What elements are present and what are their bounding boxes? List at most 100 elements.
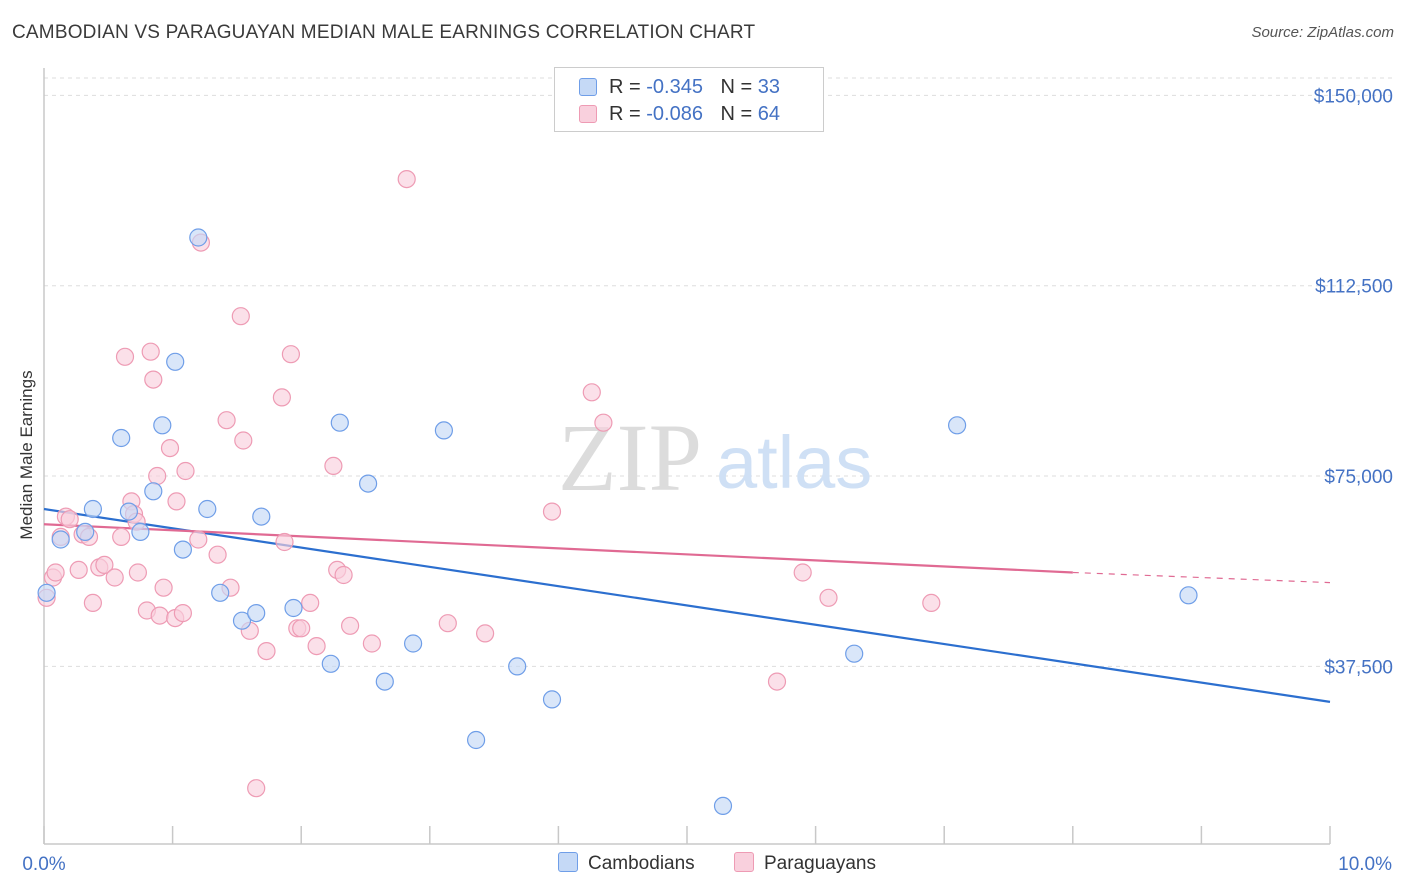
cambodian-point[interactable] xyxy=(375,672,394,691)
paraguayan-point[interactable] xyxy=(176,461,195,481)
paraguayan-point[interactable] xyxy=(141,342,160,361)
paraguayan-point[interactable] xyxy=(217,411,236,430)
paraguayan-point[interactable] xyxy=(793,563,812,582)
cambodian-point[interactable] xyxy=(119,502,138,521)
cambodian-point[interactable] xyxy=(131,522,150,542)
cambodian-point[interactable] xyxy=(508,657,527,676)
cambodian-point[interactable] xyxy=(845,644,864,663)
cambodian-point[interactable] xyxy=(173,540,192,559)
paraguayan-point[interactable] xyxy=(154,578,173,597)
cambodian-point[interactable] xyxy=(76,522,95,542)
paraguayan-point[interactable] xyxy=(46,563,65,582)
paraguayan-point[interactable] xyxy=(167,492,186,511)
trend-lines xyxy=(43,507,1331,703)
cambodian-point[interactable] xyxy=(947,416,967,435)
cambodian-point[interactable] xyxy=(51,530,70,549)
legend-swatch-cambodians xyxy=(579,78,597,96)
paraguayan-point[interactable] xyxy=(582,383,601,402)
gridlines xyxy=(44,77,1394,667)
paraguayan-point[interactable] xyxy=(69,560,88,580)
cambodian-point[interactable] xyxy=(542,690,562,709)
cambodian-point[interactable] xyxy=(153,416,172,435)
paraguayan-point[interactable] xyxy=(275,532,294,552)
paraguayan-point[interactable] xyxy=(362,634,381,653)
paraguayan-point[interactable] xyxy=(150,606,169,625)
cambodian-point[interactable] xyxy=(37,583,56,602)
legend-swatch-paraguayans xyxy=(734,852,754,872)
chart-title: CAMBODIAN VS PARAGUAYAN MEDIAN MALE EARN… xyxy=(12,22,756,43)
bottom-legend-paraguayans[interactable]: Paraguayans xyxy=(734,851,876,877)
cambodian-point[interactable] xyxy=(83,499,103,519)
paraguayan-point[interactable] xyxy=(341,616,360,635)
paraguayan-point[interactable] xyxy=(292,619,311,638)
paraguayan-point[interactable] xyxy=(234,431,253,450)
cambodian-point[interactable] xyxy=(284,598,303,618)
cambodian-point[interactable] xyxy=(467,730,486,750)
cambodian-point[interactable] xyxy=(404,634,423,653)
data-points[interactable] xyxy=(37,170,1198,816)
cambodian-point[interactable] xyxy=(1179,586,1198,605)
paraguayan-point[interactable] xyxy=(476,624,495,643)
paraguayan-point[interactable] xyxy=(115,347,135,366)
paraguayan-point[interactable] xyxy=(542,502,562,521)
cambodian-point[interactable] xyxy=(232,611,252,630)
paraguayan-point[interactable] xyxy=(334,565,353,585)
legend-label-paraguayans: Paraguayans xyxy=(764,853,876,874)
paraguayan-point[interactable] xyxy=(247,779,266,798)
paraguayan-point[interactable] xyxy=(767,672,787,691)
cambodian-point[interactable] xyxy=(713,796,733,816)
cambodian-point[interactable] xyxy=(112,428,131,448)
watermark: ZIP atlas xyxy=(558,404,872,511)
bottom-legend-cambodians[interactable]: Cambodians xyxy=(558,851,695,877)
paraguayan-point[interactable] xyxy=(95,555,114,575)
paraguayan-point[interactable] xyxy=(397,170,416,189)
paraguayan-point[interactable] xyxy=(231,307,250,326)
cambodian-point[interactable] xyxy=(434,421,453,440)
paraguayan-point[interactable] xyxy=(324,456,343,475)
cambodian-point[interactable] xyxy=(166,352,185,371)
paraguayan-point[interactable] xyxy=(438,614,457,633)
y-tick-label: $112,500 xyxy=(1315,277,1393,298)
cambodian-point[interactable] xyxy=(144,482,163,501)
cambodian-point[interactable] xyxy=(252,507,271,526)
paraguayan-point[interactable] xyxy=(148,466,167,486)
legend-n-label: N = xyxy=(720,103,753,125)
paraguayan-point[interactable] xyxy=(301,593,320,613)
correlation-legend: R = -0.345 N = 33 R = -0.086 N = 64 xyxy=(554,67,824,132)
cambodian-point[interactable] xyxy=(198,499,217,519)
paraguayan-point[interactable] xyxy=(281,345,300,364)
paraguayan-point[interactable] xyxy=(173,603,192,623)
cambodian-point[interactable] xyxy=(359,474,378,493)
legend-r-value: -0.345 xyxy=(646,76,703,98)
legend-swatch-paraguayans xyxy=(579,105,597,123)
paraguayan-point[interactable] xyxy=(83,593,103,613)
paraguayan-point[interactable] xyxy=(105,568,124,587)
tick-labels: $37,500 $75,000 $112,500 $150,000 0.0% 10.0% xyxy=(22,86,1393,875)
paraguayan-point[interactable] xyxy=(819,588,838,607)
legend-n-label: N = xyxy=(720,76,753,98)
paraguayan-point[interactable] xyxy=(307,636,326,656)
cambodian-point[interactable] xyxy=(211,583,230,602)
legend-r-label: R = xyxy=(609,103,641,125)
legend-r-label: R = xyxy=(609,76,641,98)
cambodian-trend-line xyxy=(43,507,1331,703)
paraguayan-point[interactable] xyxy=(272,388,291,407)
cambodian-point[interactable] xyxy=(330,413,349,432)
paraguayan-point[interactable] xyxy=(257,641,276,661)
paraguayan-point[interactable] xyxy=(160,439,180,458)
legend-row-paraguayans: R = -0.086 N = 64 xyxy=(579,101,780,127)
legend-swatch-cambodians xyxy=(558,852,578,872)
paraguayan-point[interactable] xyxy=(144,370,163,389)
paraguayan-point[interactable] xyxy=(594,413,613,432)
paraguayan-point[interactable] xyxy=(112,527,131,547)
legend-label-cambodians: Cambodians xyxy=(588,853,695,874)
paraguayan-point[interactable] xyxy=(208,545,227,564)
cambodian-point[interactable] xyxy=(321,654,340,673)
paraguayan-trend-line xyxy=(43,523,1073,574)
paraguayan-point[interactable] xyxy=(922,593,941,613)
paraguayan-point[interactable] xyxy=(60,510,79,529)
paraguayan-point[interactable] xyxy=(189,530,208,549)
paraguayan-point[interactable] xyxy=(128,563,147,582)
cambodian-point[interactable] xyxy=(189,228,208,247)
cambodian-point[interactable] xyxy=(247,603,266,623)
